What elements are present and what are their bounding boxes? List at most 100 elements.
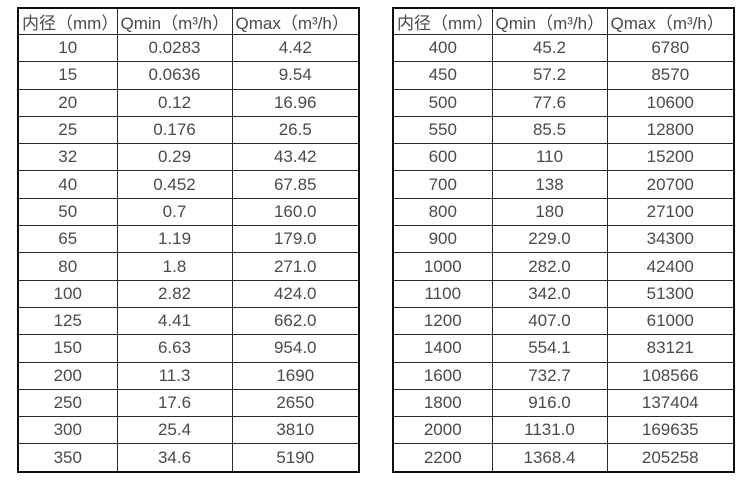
- table-row: 40 0.452 67.85: [17, 170, 360, 199]
- table-cell: 65: [17, 225, 118, 254]
- table-cell: 100: [17, 279, 118, 308]
- table-cell: 25: [17, 115, 118, 145]
- table-cell: 138: [491, 170, 608, 199]
- table-cell: 271.0: [231, 252, 360, 281]
- table-cell: 250: [17, 388, 118, 418]
- table-cell: 17.6: [116, 388, 233, 418]
- table-row: 350 34.6 5190: [17, 443, 360, 473]
- table-cell: 1.19: [116, 225, 233, 254]
- table-cell: 0.29: [116, 143, 233, 172]
- table-cell: 300: [17, 416, 118, 445]
- table-cell: 77.6: [491, 88, 608, 117]
- column-header-qmin: Qmin（m³/h）: [116, 7, 233, 35]
- table-cell: 554.1: [491, 334, 608, 363]
- table-cell: 8570: [606, 61, 735, 90]
- table-cell: 169635: [606, 416, 735, 445]
- table-cell: 407.0: [491, 306, 608, 336]
- table-cell: 0.7: [116, 197, 233, 227]
- table-row: 400 45.2 6780: [392, 33, 735, 63]
- table-cell: 1800: [392, 388, 493, 418]
- column-header-qmin: Qmin（m³/h）: [491, 7, 608, 35]
- table-cell: 900: [392, 225, 493, 254]
- table-row: 1400 554.1 83121: [392, 334, 735, 363]
- table-cell: 26.5: [231, 115, 360, 145]
- table-cell: 732.7: [491, 361, 608, 390]
- table-cell: 25.4: [116, 416, 233, 445]
- table-cell: 9.54: [231, 61, 360, 90]
- table-row: 2200 1368.4 205258: [392, 443, 735, 473]
- table-cell: 400: [392, 33, 493, 63]
- table-cell: 1200: [392, 306, 493, 336]
- table-body: 400 45.2 6780 450 57.2 8570 500 77.6 10600 550 85.…: [392, 33, 735, 473]
- table-cell: 0.452: [116, 170, 233, 199]
- table-cell: 27100: [606, 197, 735, 227]
- table-cell: 6780: [606, 33, 735, 63]
- table-cell: 450: [392, 61, 493, 90]
- table-cell: 67.85: [231, 170, 360, 199]
- table-cell: 108566: [606, 361, 735, 390]
- table-cell: 32: [17, 143, 118, 172]
- table-cell: 0.176: [116, 115, 233, 145]
- table-row: 300 25.4 3810: [17, 416, 360, 445]
- table-cell: 180: [491, 197, 608, 227]
- table-cell: 83121: [606, 334, 735, 363]
- table-cell: 3810: [231, 416, 360, 445]
- table-row: 800 180 27100: [392, 197, 735, 227]
- table-cell: 43.42: [231, 143, 360, 172]
- table-cell: 5190: [231, 443, 360, 473]
- table-cell: 1400: [392, 334, 493, 363]
- table-row: 500 77.6 10600: [392, 88, 735, 117]
- table-cell: 1000: [392, 252, 493, 281]
- column-header-qmax: Qmax（m³/h）: [606, 7, 735, 35]
- table-cell: 4.42: [231, 33, 360, 63]
- column-header-diameter: 内径（mm）: [17, 7, 118, 35]
- table-row: 700 138 20700: [392, 170, 735, 199]
- table-cell: 1600: [392, 361, 493, 390]
- table-row: 600 110 15200: [392, 143, 735, 172]
- flow-rate-table-right: 内径（mm） Qmin（m³/h） Qmax（m³/h） 400 45.2 6780…: [392, 7, 735, 473]
- table-header-row: 内径（mm） Qmin（m³/h） Qmax（m³/h）: [17, 7, 360, 35]
- table-row: 550 85.5 12800: [392, 115, 735, 145]
- table-cell: 1100: [392, 279, 493, 308]
- table-cell: 150: [17, 334, 118, 363]
- table-cell: 229.0: [491, 225, 608, 254]
- table-cell: 42400: [606, 252, 735, 281]
- table-row: 250 17.6 2650: [17, 388, 360, 418]
- table-row: 20 0.12 16.96: [17, 88, 360, 117]
- table-cell: 11.3: [116, 361, 233, 390]
- table-cell: 125: [17, 306, 118, 336]
- table-cell: 10600: [606, 88, 735, 117]
- table-cell: 0.12: [116, 88, 233, 117]
- table-row: 1200 407.0 61000: [392, 306, 735, 336]
- table-cell: 0.0636: [116, 61, 233, 90]
- table-cell: 424.0: [231, 279, 360, 308]
- table-cell: 45.2: [491, 33, 608, 63]
- table-cell: 2000: [392, 416, 493, 445]
- column-header-diameter: 内径（mm）: [392, 7, 493, 35]
- table-cell: 500: [392, 88, 493, 117]
- table-row: 1600 732.7 108566: [392, 361, 735, 390]
- table-cell: 10: [17, 33, 118, 63]
- table-header-row: 内径（mm） Qmin（m³/h） Qmax（m³/h）: [392, 7, 735, 35]
- table-cell: 40: [17, 170, 118, 199]
- table-cell: 50: [17, 197, 118, 227]
- table-cell: 205258: [606, 443, 735, 473]
- table-cell: 160.0: [231, 197, 360, 227]
- table-row: 900 229.0 34300: [392, 225, 735, 254]
- table-row: 450 57.2 8570: [392, 61, 735, 90]
- table-cell: 51300: [606, 279, 735, 308]
- column-header-qmax: Qmax（m³/h）: [231, 7, 360, 35]
- table-cell: 2200: [392, 443, 493, 473]
- table-row: 65 1.19 179.0: [17, 225, 360, 254]
- table-cell: 12800: [606, 115, 735, 145]
- table-cell: 15200: [606, 143, 735, 172]
- table-cell: 1690: [231, 361, 360, 390]
- table-cell: 550: [392, 115, 493, 145]
- table-cell: 350: [17, 443, 118, 473]
- table-cell: 2.82: [116, 279, 233, 308]
- table-cell: 57.2: [491, 61, 608, 90]
- table-cell: 662.0: [231, 306, 360, 336]
- table-cell: 2650: [231, 388, 360, 418]
- flow-rate-table-left: 内径（mm） Qmin（m³/h） Qmax（m³/h） 10 0.0283 4.4…: [17, 7, 360, 473]
